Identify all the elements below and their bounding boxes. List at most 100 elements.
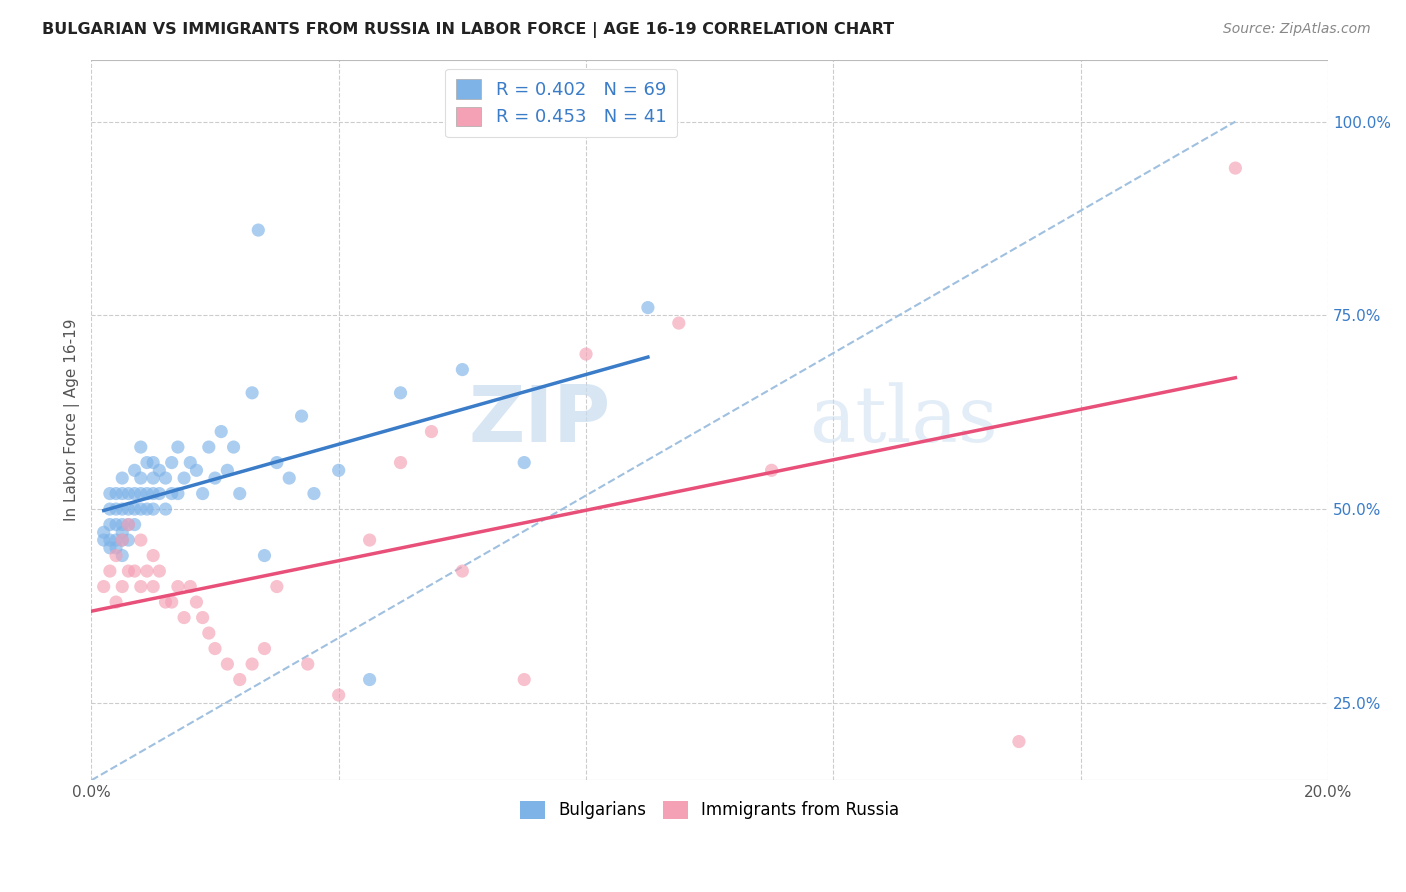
Point [513,456,536,470]
Point [389,456,412,470]
Point [136,564,159,578]
Point [173,610,195,624]
Point [142,486,165,500]
Point [129,502,152,516]
Point [222,440,245,454]
Point [186,595,208,609]
Point [167,580,190,594]
Point [124,517,146,532]
Point [111,502,134,516]
Point [359,533,381,547]
Point [142,580,165,594]
Point [111,471,134,485]
Point [117,517,139,532]
Point [451,564,474,578]
Point [155,502,177,516]
Point [1008,734,1031,748]
Point [93,533,115,547]
Point [105,517,128,532]
Point [266,456,288,470]
Point [148,486,170,500]
Point [278,471,301,485]
Point [105,541,128,555]
Point [389,385,412,400]
Point [217,463,239,477]
Point [117,533,139,547]
Point [247,223,270,237]
Point [575,347,598,361]
Point [173,471,195,485]
Point [167,440,190,454]
Point [160,456,183,470]
Point [111,517,134,532]
Point [124,502,146,516]
Point [240,385,263,400]
Point [328,463,350,477]
Point [142,502,165,516]
Point [167,486,190,500]
Point [111,525,134,540]
Point [98,564,121,578]
Legend: Bulgarians, Immigrants from Russia: Bulgarians, Immigrants from Russia [513,794,905,826]
Point [513,673,536,687]
Point [198,440,221,454]
Point [98,517,121,532]
Point [297,657,319,671]
Point [451,362,474,376]
Point [93,580,115,594]
Point [129,533,152,547]
Point [111,549,134,563]
Point [328,688,350,702]
Point [217,657,239,671]
Point [229,673,252,687]
Point [148,463,170,477]
Point [129,486,152,500]
Point [117,502,139,516]
Text: BULGARIAN VS IMMIGRANTS FROM RUSSIA IN LABOR FORCE | AGE 16-19 CORRELATION CHART: BULGARIAN VS IMMIGRANTS FROM RUSSIA IN L… [42,22,894,38]
Point [160,595,183,609]
Point [359,673,381,687]
Point [105,549,128,563]
Text: ZIP: ZIP [468,382,610,458]
Point [98,541,121,555]
Point [117,564,139,578]
Point [179,456,201,470]
Point [129,471,152,485]
Point [117,517,139,532]
Point [136,502,159,516]
Point [98,533,121,547]
Point [637,301,659,315]
Point [253,549,276,563]
Text: Source: ZipAtlas.com: Source: ZipAtlas.com [1223,22,1371,37]
Point [302,486,325,500]
Point [136,456,159,470]
Point [155,471,177,485]
Point [129,440,152,454]
Point [105,533,128,547]
Point [111,533,134,547]
Point [186,463,208,477]
Point [761,463,783,477]
Point [160,486,183,500]
Point [240,657,263,671]
Point [117,486,139,500]
Point [420,425,443,439]
Point [668,316,690,330]
Point [136,486,159,500]
Point [198,626,221,640]
Point [124,486,146,500]
Point [111,486,134,500]
Point [253,641,276,656]
Point [290,409,312,423]
Point [129,580,152,594]
Point [191,610,214,624]
Point [105,595,128,609]
Point [148,564,170,578]
Point [142,471,165,485]
Point [1225,161,1247,175]
Point [204,471,226,485]
Point [105,502,128,516]
Point [105,486,128,500]
Point [124,463,146,477]
Point [142,456,165,470]
